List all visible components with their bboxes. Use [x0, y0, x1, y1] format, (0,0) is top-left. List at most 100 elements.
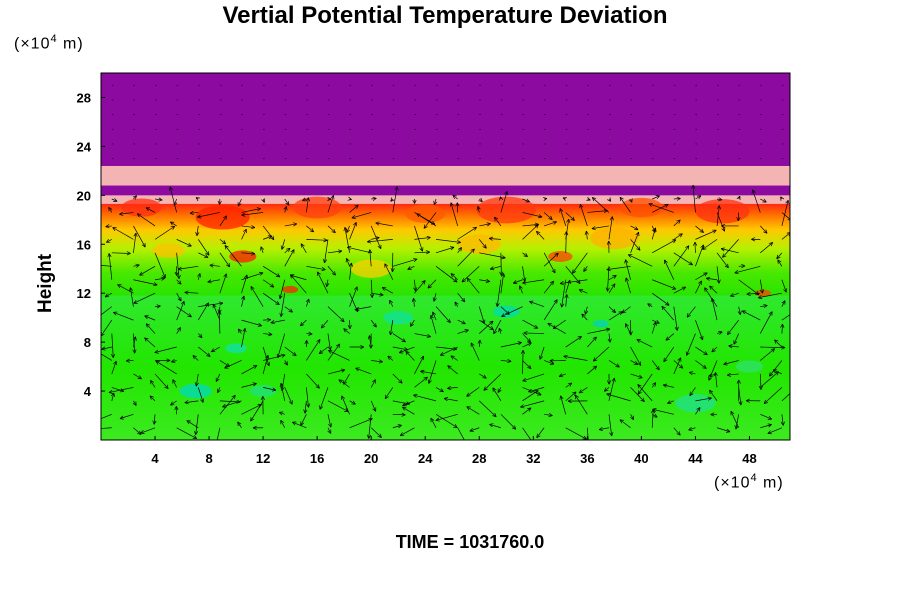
wind-vector	[651, 382, 657, 388]
wind-vector	[758, 373, 763, 390]
wind-vector	[662, 383, 674, 388]
wind-vector	[390, 252, 395, 273]
wind-vector	[522, 373, 545, 382]
wind-vector	[435, 266, 458, 283]
wind-vector	[734, 414, 740, 430]
wind-vector	[136, 213, 156, 227]
wind-vector	[435, 387, 444, 393]
wind-vector	[106, 238, 112, 243]
wind-vector	[219, 215, 228, 227]
wind-vector	[241, 212, 264, 217]
x-tick-label: 4	[151, 451, 159, 466]
wind-vector	[279, 293, 286, 317]
wind-vector	[673, 196, 681, 201]
wind-vector	[488, 236, 501, 241]
x-tick-label: 44	[688, 451, 703, 466]
wind-vector	[727, 372, 739, 377]
wind-vector	[280, 239, 286, 250]
wind-vector	[630, 231, 640, 253]
wind-vector	[447, 386, 458, 391]
wind-vector	[559, 395, 567, 415]
wind-vector	[664, 259, 675, 280]
layer-lower-troposphere	[101, 295, 790, 440]
wind-vector	[501, 306, 523, 317]
wind-vector	[101, 265, 112, 267]
wind-vector	[774, 339, 783, 348]
wind-vector	[695, 280, 702, 294]
wind-vector	[628, 320, 633, 336]
wind-vector	[500, 190, 509, 213]
wind-vector	[101, 413, 112, 420]
wind-vector	[469, 427, 480, 432]
wind-vector	[522, 222, 539, 227]
wind-vector	[306, 387, 311, 408]
wind-vector	[270, 319, 285, 325]
wind-vector	[751, 237, 761, 242]
wind-vector	[673, 286, 687, 294]
wind-vector	[155, 358, 171, 363]
wind-vector	[154, 197, 163, 202]
wind-vector	[661, 305, 675, 321]
wind-vector	[559, 208, 567, 227]
layer-band-pink-lower	[101, 195, 790, 205]
wind-vector	[564, 294, 569, 307]
wind-vector	[284, 247, 291, 254]
wind-vector	[499, 252, 504, 276]
layer-band-purple	[101, 185, 790, 196]
wind-vector	[241, 295, 246, 307]
patch-3	[404, 204, 446, 223]
wind-vector	[489, 265, 501, 271]
wind-vector	[466, 277, 480, 294]
wind-vector	[435, 239, 461, 245]
wind-vector	[738, 387, 743, 406]
wind-vector	[108, 206, 113, 213]
wind-vector	[133, 279, 158, 287]
wind-vector	[284, 198, 290, 206]
wind-vector	[745, 398, 761, 403]
wind-vector	[543, 280, 555, 294]
wind-vector	[306, 238, 328, 243]
wind-vector	[351, 212, 372, 219]
wind-vector	[558, 373, 566, 378]
wind-vector	[101, 306, 113, 316]
wind-vector	[101, 353, 112, 361]
wind-vector	[544, 220, 557, 227]
wind-vector	[583, 266, 588, 272]
wind-vector	[559, 279, 588, 286]
wind-vector	[759, 311, 773, 334]
wind-vector	[695, 225, 704, 233]
patch-4	[476, 196, 537, 224]
wind-vector	[318, 346, 329, 354]
wind-vector	[607, 373, 612, 385]
wind-vector	[628, 198, 633, 203]
wind-vector	[607, 197, 612, 202]
wind-vector	[371, 292, 384, 297]
wind-vector	[607, 333, 612, 343]
wind-vector	[216, 427, 221, 440]
wind-vector	[145, 323, 156, 334]
wind-vector	[652, 413, 658, 418]
wind-vector	[562, 197, 568, 202]
wind-vector	[479, 320, 494, 334]
wind-vector	[144, 315, 156, 321]
wind-vector	[673, 357, 682, 375]
wind-vector	[543, 252, 559, 267]
wind-vector	[252, 425, 264, 430]
wind-vector	[355, 367, 372, 375]
wind-vector	[651, 225, 656, 233]
wind-vector	[776, 252, 783, 260]
wind-vector	[587, 427, 589, 440]
patch-11	[350, 259, 392, 278]
wind-vector	[760, 348, 776, 361]
wind-vector	[284, 346, 297, 357]
wind-vector	[387, 355, 394, 361]
wind-vector	[262, 265, 281, 278]
wind-vector	[716, 212, 726, 232]
wind-vector	[751, 189, 761, 213]
wind-vector	[781, 279, 788, 293]
x-tick-label: 28	[472, 451, 486, 466]
wind-vector	[343, 328, 350, 334]
wind-vector	[176, 252, 181, 279]
wind-vector	[522, 266, 527, 282]
wind-vector	[499, 196, 504, 201]
